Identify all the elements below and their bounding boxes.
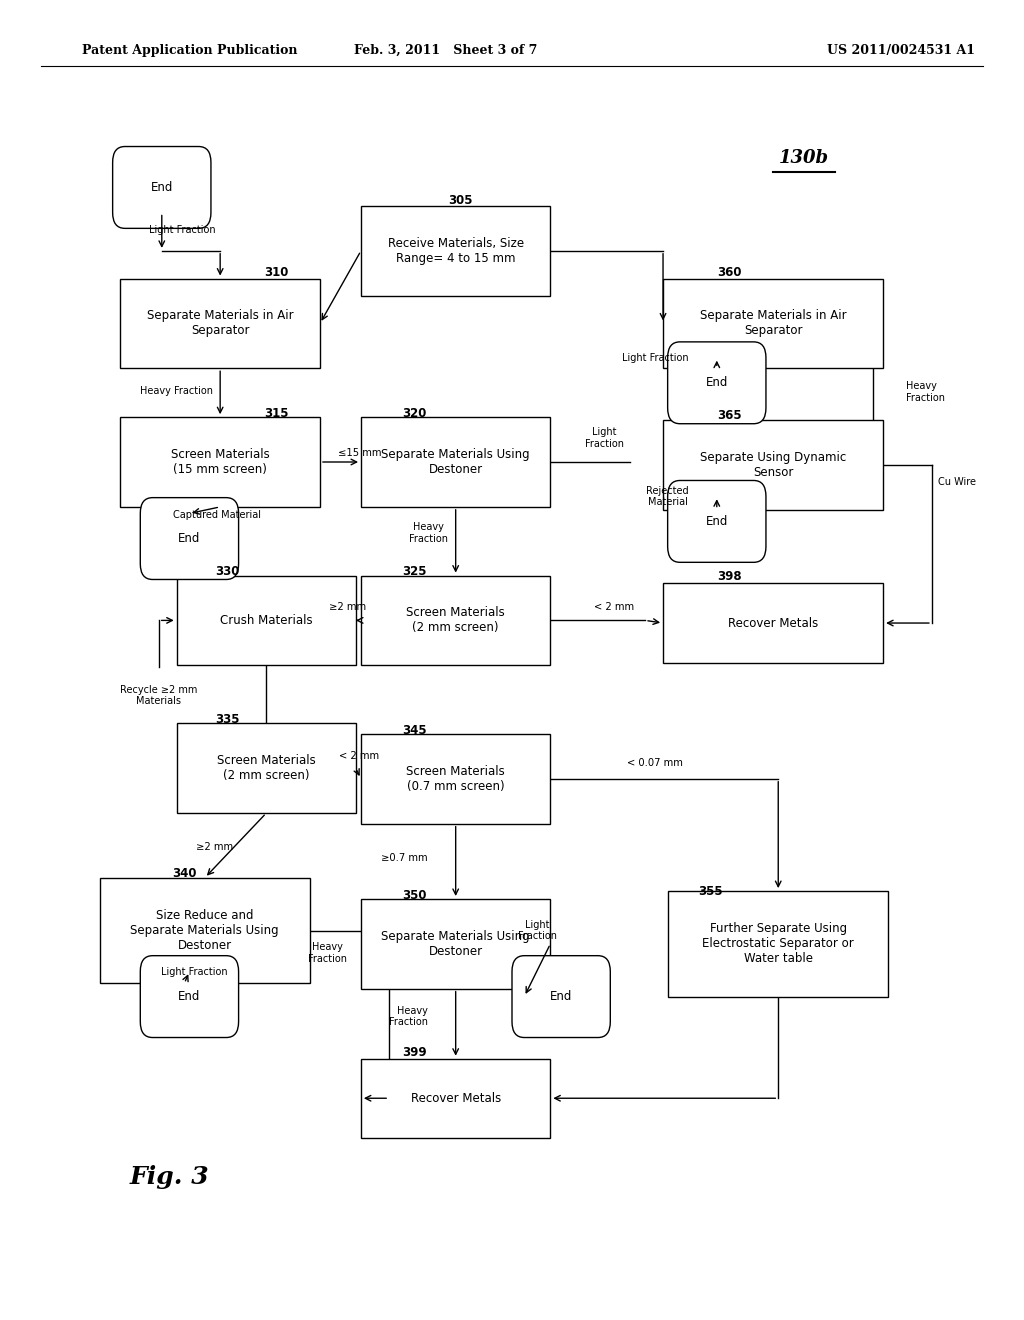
FancyBboxPatch shape (140, 956, 239, 1038)
Text: Heavy
Fraction: Heavy Fraction (906, 381, 945, 403)
FancyBboxPatch shape (664, 420, 883, 510)
Text: Fig. 3: Fig. 3 (129, 1166, 209, 1189)
Text: 335: 335 (215, 713, 240, 726)
Text: End: End (178, 990, 201, 1003)
FancyBboxPatch shape (140, 498, 239, 579)
Text: Recover Metals: Recover Metals (728, 616, 818, 630)
Text: Recover Metals: Recover Metals (411, 1092, 501, 1105)
Text: Patent Application Publication: Patent Application Publication (82, 44, 297, 57)
Text: < 0.07 mm: < 0.07 mm (628, 758, 683, 768)
Text: End: End (550, 990, 572, 1003)
Text: 340: 340 (172, 867, 197, 880)
FancyBboxPatch shape (361, 1059, 551, 1138)
Text: Light Fraction: Light Fraction (148, 224, 216, 235)
FancyBboxPatch shape (668, 342, 766, 424)
Text: Screen Materials
(0.7 mm screen): Screen Materials (0.7 mm screen) (407, 764, 505, 793)
Text: 310: 310 (264, 265, 289, 279)
Text: 320: 320 (402, 407, 427, 420)
FancyBboxPatch shape (361, 576, 551, 665)
FancyBboxPatch shape (361, 417, 551, 507)
Text: Light
Fraction: Light Fraction (585, 428, 624, 449)
Text: Heavy Fraction: Heavy Fraction (139, 385, 213, 396)
Text: < 2 mm: < 2 mm (594, 602, 635, 612)
Text: Feb. 3, 2011   Sheet 3 of 7: Feb. 3, 2011 Sheet 3 of 7 (353, 44, 538, 57)
Text: ≤15 mm: ≤15 mm (339, 447, 382, 458)
Text: Heavy
Fraction: Heavy Fraction (308, 942, 347, 964)
Text: Separate Materials Using
Destoner: Separate Materials Using Destoner (381, 929, 530, 958)
Text: 325: 325 (402, 565, 427, 578)
FancyBboxPatch shape (512, 956, 610, 1038)
Text: US 2011/0024531 A1: US 2011/0024531 A1 (827, 44, 975, 57)
Text: Separate Materials in Air
Separator: Separate Materials in Air Separator (699, 309, 847, 338)
Text: 365: 365 (717, 409, 741, 422)
Text: Captured Material: Captured Material (173, 510, 261, 520)
FancyBboxPatch shape (668, 891, 888, 997)
Text: Separate Materials Using
Destoner: Separate Materials Using Destoner (381, 447, 530, 477)
Text: 350: 350 (402, 888, 427, 902)
Text: End: End (178, 532, 201, 545)
Text: Light Fraction: Light Fraction (622, 352, 688, 363)
Text: Heavy
Fraction: Heavy Fraction (409, 523, 447, 544)
Text: Further Separate Using
Electrostatic Separator or
Water table: Further Separate Using Electrostatic Sep… (702, 923, 854, 965)
Text: 355: 355 (698, 884, 723, 898)
FancyBboxPatch shape (113, 147, 211, 228)
Text: Rejected
Material: Rejected Material (645, 486, 688, 507)
Text: 399: 399 (402, 1045, 427, 1059)
Text: 398: 398 (717, 570, 741, 583)
FancyBboxPatch shape (668, 480, 766, 562)
Text: 305: 305 (449, 194, 473, 207)
Text: Screen Materials
(2 mm screen): Screen Materials (2 mm screen) (407, 606, 505, 635)
Text: Screen Materials
(2 mm screen): Screen Materials (2 mm screen) (217, 754, 315, 783)
Text: 315: 315 (264, 407, 289, 420)
FancyBboxPatch shape (664, 583, 883, 663)
Text: 130b: 130b (779, 149, 828, 168)
Text: Light
Fraction: Light Fraction (518, 920, 557, 941)
FancyBboxPatch shape (121, 279, 319, 368)
Text: Receive Materials, Size
Range= 4 to 15 mm: Receive Materials, Size Range= 4 to 15 m… (388, 236, 523, 265)
FancyBboxPatch shape (121, 417, 319, 507)
Text: 345: 345 (402, 723, 427, 737)
Text: 360: 360 (717, 265, 741, 279)
Text: ≥2 mm: ≥2 mm (330, 602, 367, 612)
Text: Separate Using Dynamic
Sensor: Separate Using Dynamic Sensor (700, 450, 846, 479)
Text: Crush Materials: Crush Materials (220, 614, 312, 627)
Text: Separate Materials in Air
Separator: Separate Materials in Air Separator (146, 309, 294, 338)
Text: Screen Materials
(15 mm screen): Screen Materials (15 mm screen) (171, 447, 269, 477)
FancyBboxPatch shape (361, 734, 551, 824)
Text: < 2 mm: < 2 mm (339, 751, 379, 762)
Text: Heavy
Fraction: Heavy Fraction (389, 1006, 428, 1027)
FancyBboxPatch shape (361, 206, 551, 296)
Text: 330: 330 (215, 565, 240, 578)
FancyBboxPatch shape (664, 279, 883, 368)
FancyBboxPatch shape (177, 576, 356, 665)
FancyBboxPatch shape (100, 878, 309, 983)
Text: Light Fraction: Light Fraction (161, 966, 228, 977)
Text: End: End (706, 515, 728, 528)
Text: ≥0.7 mm: ≥0.7 mm (381, 853, 428, 863)
Text: Size Reduce and
Separate Materials Using
Destoner: Size Reduce and Separate Materials Using… (130, 909, 280, 952)
FancyBboxPatch shape (361, 899, 551, 989)
Text: End: End (151, 181, 173, 194)
Text: Cu Wire: Cu Wire (938, 477, 976, 487)
Text: ≥2 mm: ≥2 mm (197, 842, 233, 853)
Text: Recycle ≥2 mm
Materials: Recycle ≥2 mm Materials (120, 685, 198, 706)
FancyBboxPatch shape (177, 723, 356, 813)
Text: End: End (706, 376, 728, 389)
